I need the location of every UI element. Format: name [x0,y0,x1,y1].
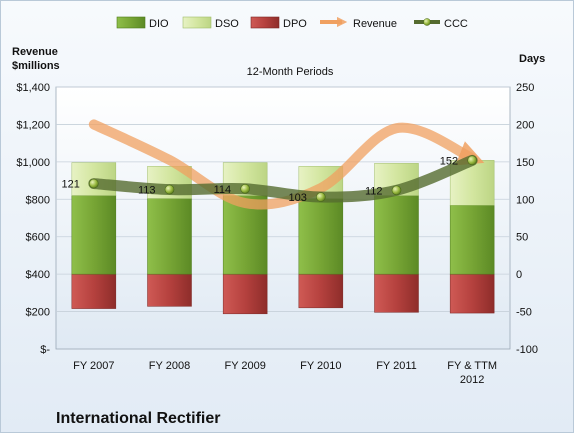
x-axis-ticks: FY 2007 FY 2008 FY 2009 FY 2010 FY 2011 FY & … [73,360,497,386]
left-tick-label: $- [40,344,50,356]
ccc-marker [164,184,175,195]
legend-swatch-dpo [250,16,280,29]
x-tick-label: FY 2011 [376,360,417,372]
bar-dio [449,205,495,275]
right-tick-label: 100 [516,194,534,206]
legend-swatch-dso [182,16,212,29]
plot-area [55,86,511,350]
right-axis-title: Days [519,53,545,65]
left-tick-label: $200 [26,307,50,319]
bar-dpo [374,273,419,313]
left-axis-title-line1: Revenue [12,46,58,58]
bar-dpo [71,273,117,309]
ccc-data-label: 152 [440,155,458,167]
right-tick-label: -50 [516,307,532,319]
legend-label-dpo: DPO [283,18,307,30]
legend-swatch-dio [116,16,146,29]
ccc-line [88,154,478,203]
left-axis-ticks: $- $200 $400 $600 $800 $1,000 $1,200 $1,400 [16,82,50,356]
x-tick-label: FY & TTM [447,360,497,372]
x-tick-label: FY 2010 [300,360,341,372]
bar-dpo [449,273,495,314]
bar-dio [147,198,192,275]
left-tick-label: $1,400 [16,82,50,94]
left-axis-title-line2: $millions [12,60,60,72]
right-tick-label: 150 [516,157,534,169]
right-tick-label: 200 [516,119,534,131]
ccc-marker [391,185,402,196]
ccc-marker [467,155,477,166]
bar-dio [71,195,117,275]
left-tick-label: $600 [26,232,50,244]
series-lines: 121 113 114 103 112 152 [61,119,485,210]
right-tick-label: 250 [516,82,534,94]
right-tick-label: 0 [516,269,522,281]
chart-title: 12-Month Periods [247,66,334,78]
right-tick-label: -100 [516,344,538,356]
left-tick-label: $1,200 [16,119,50,131]
x-tick-label: FY 2008 [149,360,190,372]
bar-dio [374,195,419,275]
ccc-data-label: 121 [61,179,79,191]
legend-label-dso: DSO [215,18,239,30]
ccc-marker [316,192,326,202]
x-tick-label: FY 2007 [73,360,114,372]
bar-dio [298,198,344,275]
ccc-marker [240,184,250,194]
left-tick-label: $400 [26,269,50,281]
chart-legend: DIO DSO DPO Revenue CCC [116,16,468,30]
revenue-line [88,119,485,210]
legend-label-ccc: CCC [444,18,468,30]
right-axis-ticks: -100 -50 0 50 100 150 200 250 [516,82,538,356]
right-tick-label: 50 [516,232,528,244]
legend-label-revenue: Revenue [353,18,397,30]
legend-swatch-ccc-marker [423,18,431,26]
ccc-data-label: 114 [214,184,232,196]
bar-dpo [147,273,192,307]
x-tick-label: FY 2009 [224,360,265,372]
x-tick-label-line2: 2012 [460,374,484,386]
legend-label-dio: DIO [149,18,169,30]
left-tick-label: $1,000 [16,157,50,169]
bar-dpo [222,273,268,315]
left-tick-label: $800 [26,194,50,206]
ccc-data-label: 112 [365,185,383,197]
ccc-data-label: 113 [138,185,156,197]
company-name: International Rectifier [56,410,220,427]
bar-dpo [298,273,344,309]
ccc-marker [89,178,99,189]
ccc-data-label: 103 [288,192,306,204]
